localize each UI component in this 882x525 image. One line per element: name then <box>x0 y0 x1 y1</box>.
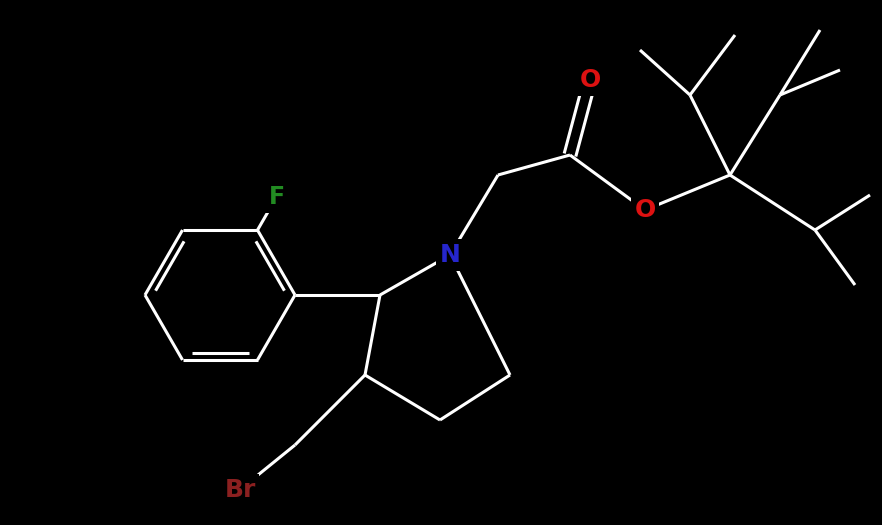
Text: Br: Br <box>224 478 256 502</box>
Text: O: O <box>634 198 655 222</box>
Text: F: F <box>268 185 285 209</box>
Text: O: O <box>579 68 601 92</box>
Text: N: N <box>439 243 460 267</box>
